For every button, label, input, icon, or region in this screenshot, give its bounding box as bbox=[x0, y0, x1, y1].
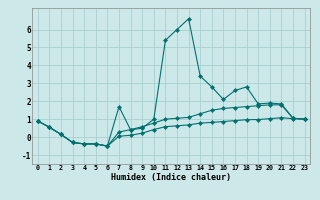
X-axis label: Humidex (Indice chaleur): Humidex (Indice chaleur) bbox=[111, 173, 231, 182]
